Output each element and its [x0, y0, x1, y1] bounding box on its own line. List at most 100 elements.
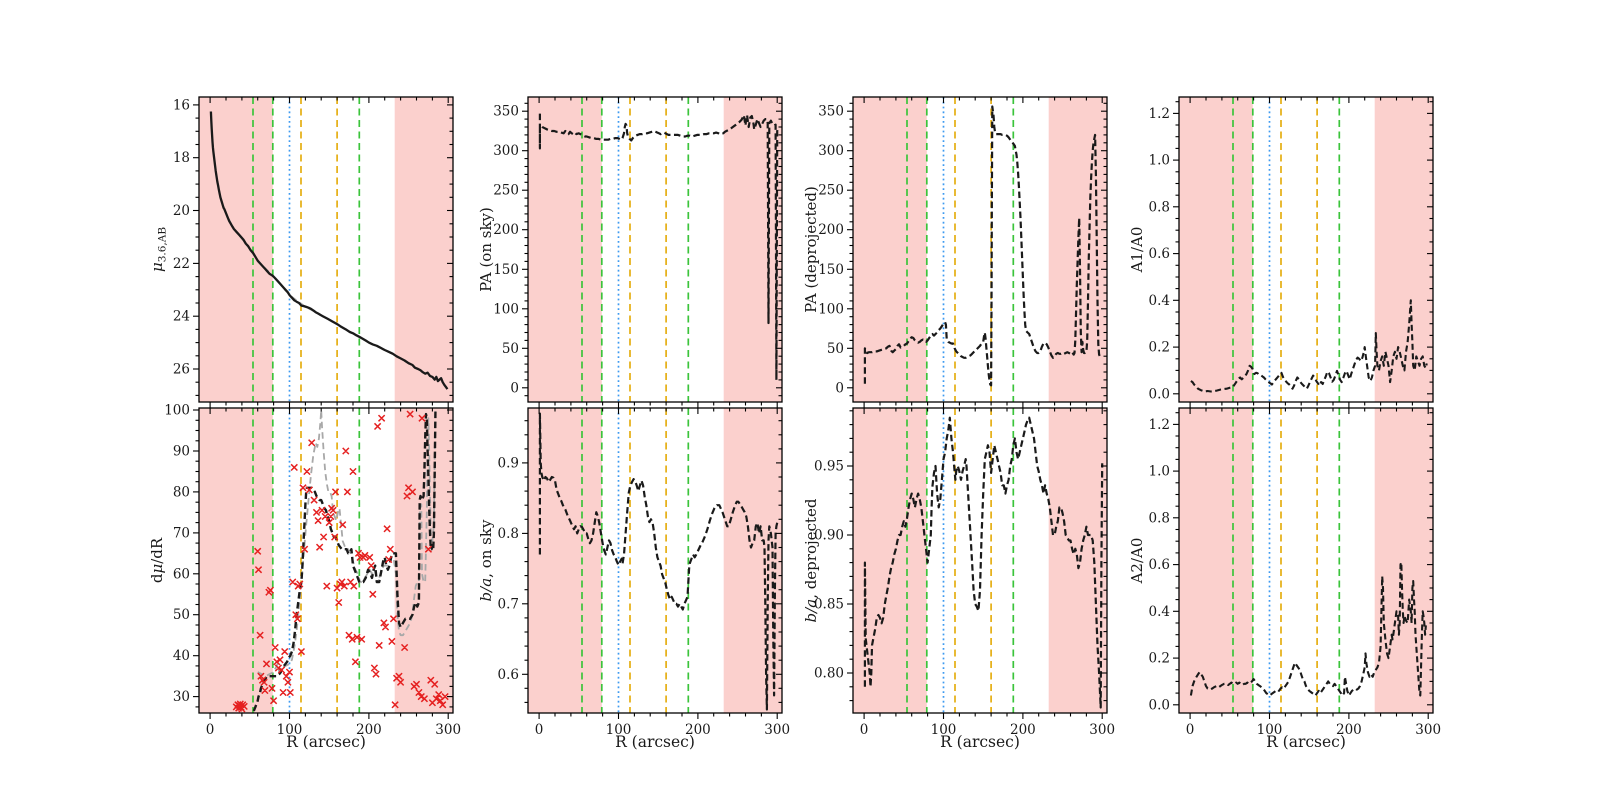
svg-text:70: 70 — [173, 525, 190, 541]
svg-text:200: 200 — [685, 722, 711, 738]
svg-text:0: 0 — [206, 722, 215, 738]
svg-text:100: 100 — [1257, 722, 1283, 738]
ba-deproj-profile — [863, 416, 1104, 709]
svg-text:200: 200 — [818, 222, 844, 238]
svg-text:100: 100 — [277, 722, 303, 738]
svg-text:0: 0 — [535, 722, 544, 738]
series-layer — [209, 111, 449, 391]
svg-text:1.2: 1.2 — [1149, 106, 1170, 122]
svg-text:300: 300 — [1415, 722, 1441, 738]
panel-ba-on-sky: 0 100 200 300 0.6 0.7 0.8 0.9 b/a, on sky — [477, 407, 791, 738]
svg-text:1.2: 1.2 — [1149, 417, 1170, 433]
masked-radius-bands — [1179, 408, 1433, 713]
axis-ticks — [522, 97, 782, 408]
masked-radius-bands — [528, 97, 782, 402]
svg-text:300: 300 — [493, 143, 519, 159]
svg-text:200: 200 — [493, 222, 519, 238]
panel-a1-a0: 0.0 0.2 0.4 0.6 0.8 1.0 1.2 A1/A0 — [1128, 96, 1434, 408]
tick-labels: 0 50 100 150 200 250 300 350 — [493, 104, 519, 397]
y-axis-label: μ3.6,AB — [148, 227, 169, 272]
panel-pa-on-sky: 0 50 100 150 200 250 300 350 PA (on sky) — [477, 96, 783, 408]
axis-ticks — [193, 97, 453, 408]
panel-pa-deprojected: 0 50 100 150 200 250 300 350 PA (deprojected) — [802, 96, 1108, 408]
a1a0-profile — [1190, 299, 1428, 393]
x-axis-label: R (arcsec) — [615, 733, 695, 751]
axes-frame — [1178, 407, 1434, 714]
x-axis-label: R (arcsec) — [1266, 733, 1346, 751]
svg-text:30: 30 — [173, 689, 190, 705]
masked-radius-bands — [853, 408, 1107, 713]
axes-frame — [1178, 96, 1434, 403]
svg-text:0.2: 0.2 — [1149, 340, 1170, 356]
axes-frame — [852, 96, 1108, 403]
svg-text:1.0: 1.0 — [1149, 464, 1170, 480]
svg-text:50: 50 — [827, 341, 844, 357]
svg-text:350: 350 — [818, 104, 844, 120]
tick-labels: 0 100 200 300 0.6 0.7 0.8 0.9 — [498, 455, 791, 738]
axes-frame — [198, 96, 454, 403]
svg-text:0.4: 0.4 — [1149, 604, 1170, 620]
masked-radius-bands — [199, 408, 453, 713]
svg-text:24: 24 — [173, 309, 190, 325]
masked-radius-bands — [528, 408, 782, 713]
series-layer — [538, 113, 780, 381]
axis-ticks — [847, 408, 1107, 719]
radius-marker-lines — [581, 97, 690, 402]
svg-text:100: 100 — [818, 301, 844, 317]
svg-text:350: 350 — [493, 104, 519, 120]
axes-frame — [527, 96, 783, 403]
svg-text:100: 100 — [164, 403, 190, 419]
svg-text:150: 150 — [493, 262, 519, 278]
y-axis-label: A2/A0 — [1128, 538, 1146, 585]
svg-text:0.0: 0.0 — [1149, 386, 1170, 402]
axes-frame — [852, 407, 1108, 714]
svg-text:0.4: 0.4 — [1149, 293, 1170, 309]
svg-text:60: 60 — [173, 566, 190, 582]
svg-text:40: 40 — [173, 648, 190, 664]
svg-text:100: 100 — [493, 301, 519, 317]
panel-a2-a0: 0 100 200 300 0.0 0.2 0.4 0.6 0.8 1.0 1.2 A2/A0 — [1128, 407, 1441, 738]
x-axis-label: R (arcsec) — [940, 733, 1020, 751]
svg-text:200: 200 — [1336, 722, 1362, 738]
pa-sky-profile — [538, 113, 780, 381]
tick-labels: 0 100 200 300 30 40 50 60 70 80 90 100 — [164, 403, 461, 739]
svg-text:250: 250 — [493, 183, 519, 199]
y-axis-label: A1/A0 — [1128, 227, 1146, 274]
svg-text:0: 0 — [835, 380, 844, 396]
masked-radius-bands — [853, 97, 1107, 402]
axis-ticks — [193, 408, 453, 719]
svg-text:0.90: 0.90 — [814, 528, 844, 544]
svg-text:0.6: 0.6 — [1149, 246, 1170, 262]
svg-text:22: 22 — [173, 256, 190, 272]
ba-sky-profile — [538, 412, 779, 711]
radius-marker-lines — [252, 97, 361, 402]
axis-ticks — [1173, 97, 1433, 408]
svg-text:200: 200 — [1010, 722, 1036, 738]
radius-marker-lines — [252, 408, 361, 713]
series-layer — [863, 105, 1103, 387]
svg-text:0.0: 0.0 — [1149, 697, 1170, 713]
axis-ticks — [847, 97, 1107, 408]
dmudr-raw-scatter — [232, 410, 449, 713]
y-axis-label: dμ/dR — [148, 537, 166, 583]
a2a0-profile — [1189, 561, 1427, 697]
series-layer — [232, 408, 449, 713]
svg-text:90: 90 — [173, 444, 190, 460]
svg-text:0.8: 0.8 — [498, 526, 519, 542]
masked-radius-bands — [1179, 97, 1433, 402]
svg-text:100: 100 — [606, 722, 632, 738]
tick-labels: 0.0 0.2 0.4 0.6 0.8 1.0 1.2 — [1149, 106, 1170, 402]
radius-marker-lines — [1232, 97, 1341, 402]
pa-deproj-profile — [863, 105, 1103, 387]
y-axis-label: PA (deprojected) — [802, 186, 820, 313]
svg-text:26: 26 — [173, 362, 190, 378]
svg-text:300: 300 — [1089, 722, 1115, 738]
series-layer — [1189, 561, 1427, 697]
svg-text:150: 150 — [818, 262, 844, 278]
svg-text:50: 50 — [173, 607, 190, 623]
axis-ticks — [1173, 408, 1433, 719]
series-layer — [538, 412, 779, 711]
svg-text:18: 18 — [173, 150, 190, 166]
